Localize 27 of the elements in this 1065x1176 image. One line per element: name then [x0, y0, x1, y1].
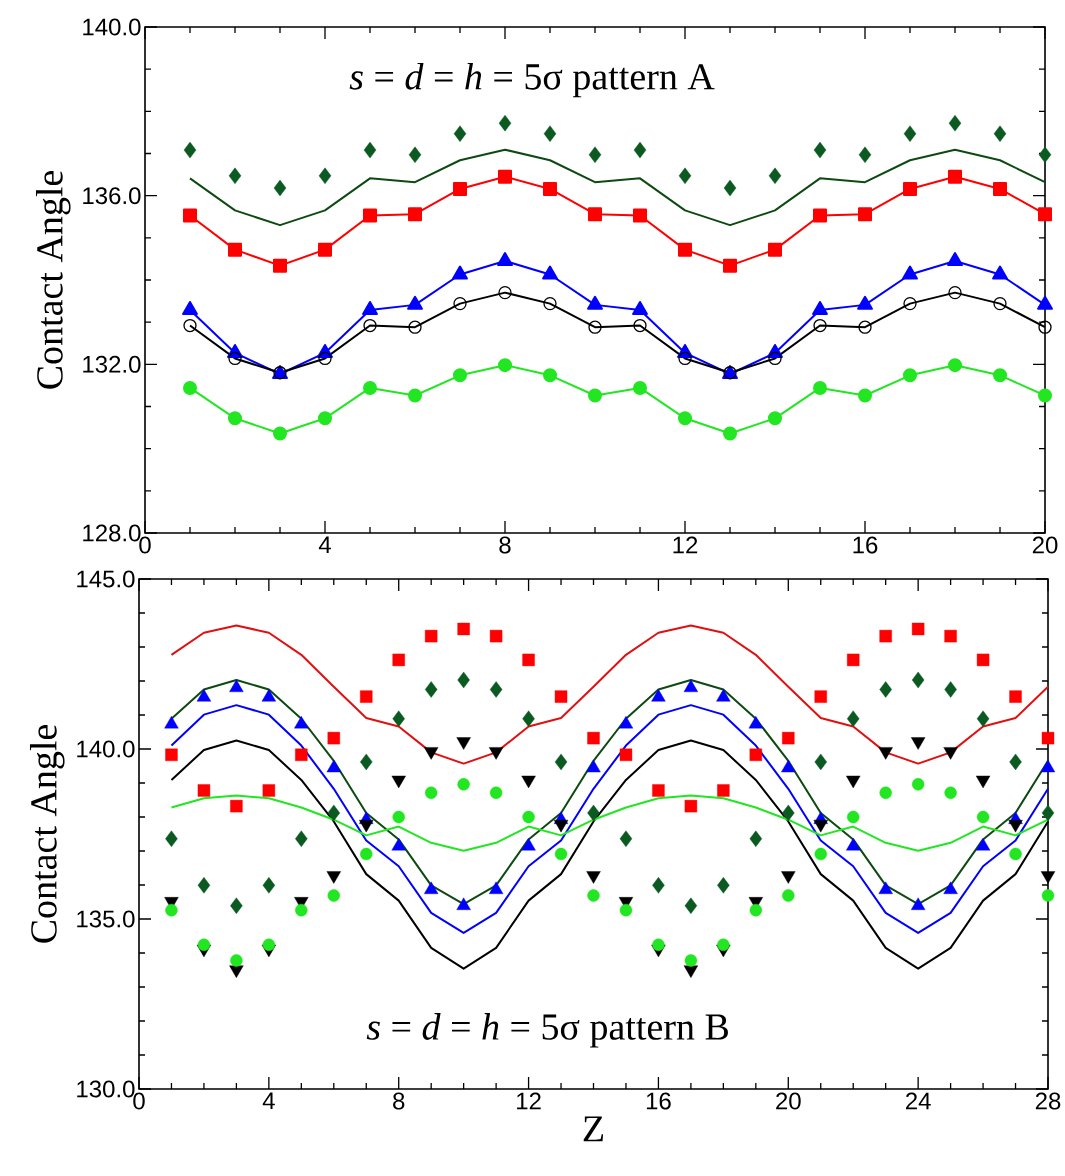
y-axis-title: Contact Angle: [36, 171, 71, 389]
x-tick-label: 20: [1033, 536, 1058, 554]
x-tick-label: 24: [906, 1092, 931, 1110]
x-tick-label: 16: [853, 536, 878, 554]
y-tick-label: 140.0: [83, 18, 141, 36]
y-tick-label: 140.0: [77, 740, 135, 758]
x-tick-label: 0: [139, 536, 151, 554]
x-tick-label: 4: [319, 536, 332, 554]
x-tick-label: 12: [673, 536, 698, 554]
x-tick-label: 8: [499, 536, 511, 554]
y-tick-label: 130.0: [77, 1080, 135, 1098]
annotation: s = d = h = 5σ pattern A: [349, 62, 715, 98]
x-tick-label: 16: [647, 1092, 671, 1110]
x-tick-label: 12: [517, 1092, 541, 1110]
y-axis-title: Contact Angle: [30, 725, 65, 943]
x-tick-label: 20: [776, 1092, 801, 1110]
x-tick-label: 0: [133, 1092, 145, 1110]
y-tick-label: 128.0: [83, 524, 141, 542]
x-tick-label: 4: [262, 1092, 275, 1110]
annotation: s = d = h = 5σ pattern B: [366, 1013, 729, 1048]
y-tick-label: 132.0: [83, 355, 141, 373]
y-tick-label: 145.0: [77, 570, 135, 588]
x-axis-title: Z: [583, 1116, 604, 1142]
y-tick-label: 136.0: [83, 187, 141, 205]
y-tick-label: 135.0: [77, 910, 135, 928]
x-tick-label: 8: [393, 1092, 405, 1110]
x-tick-label: 28: [1036, 1092, 1061, 1110]
